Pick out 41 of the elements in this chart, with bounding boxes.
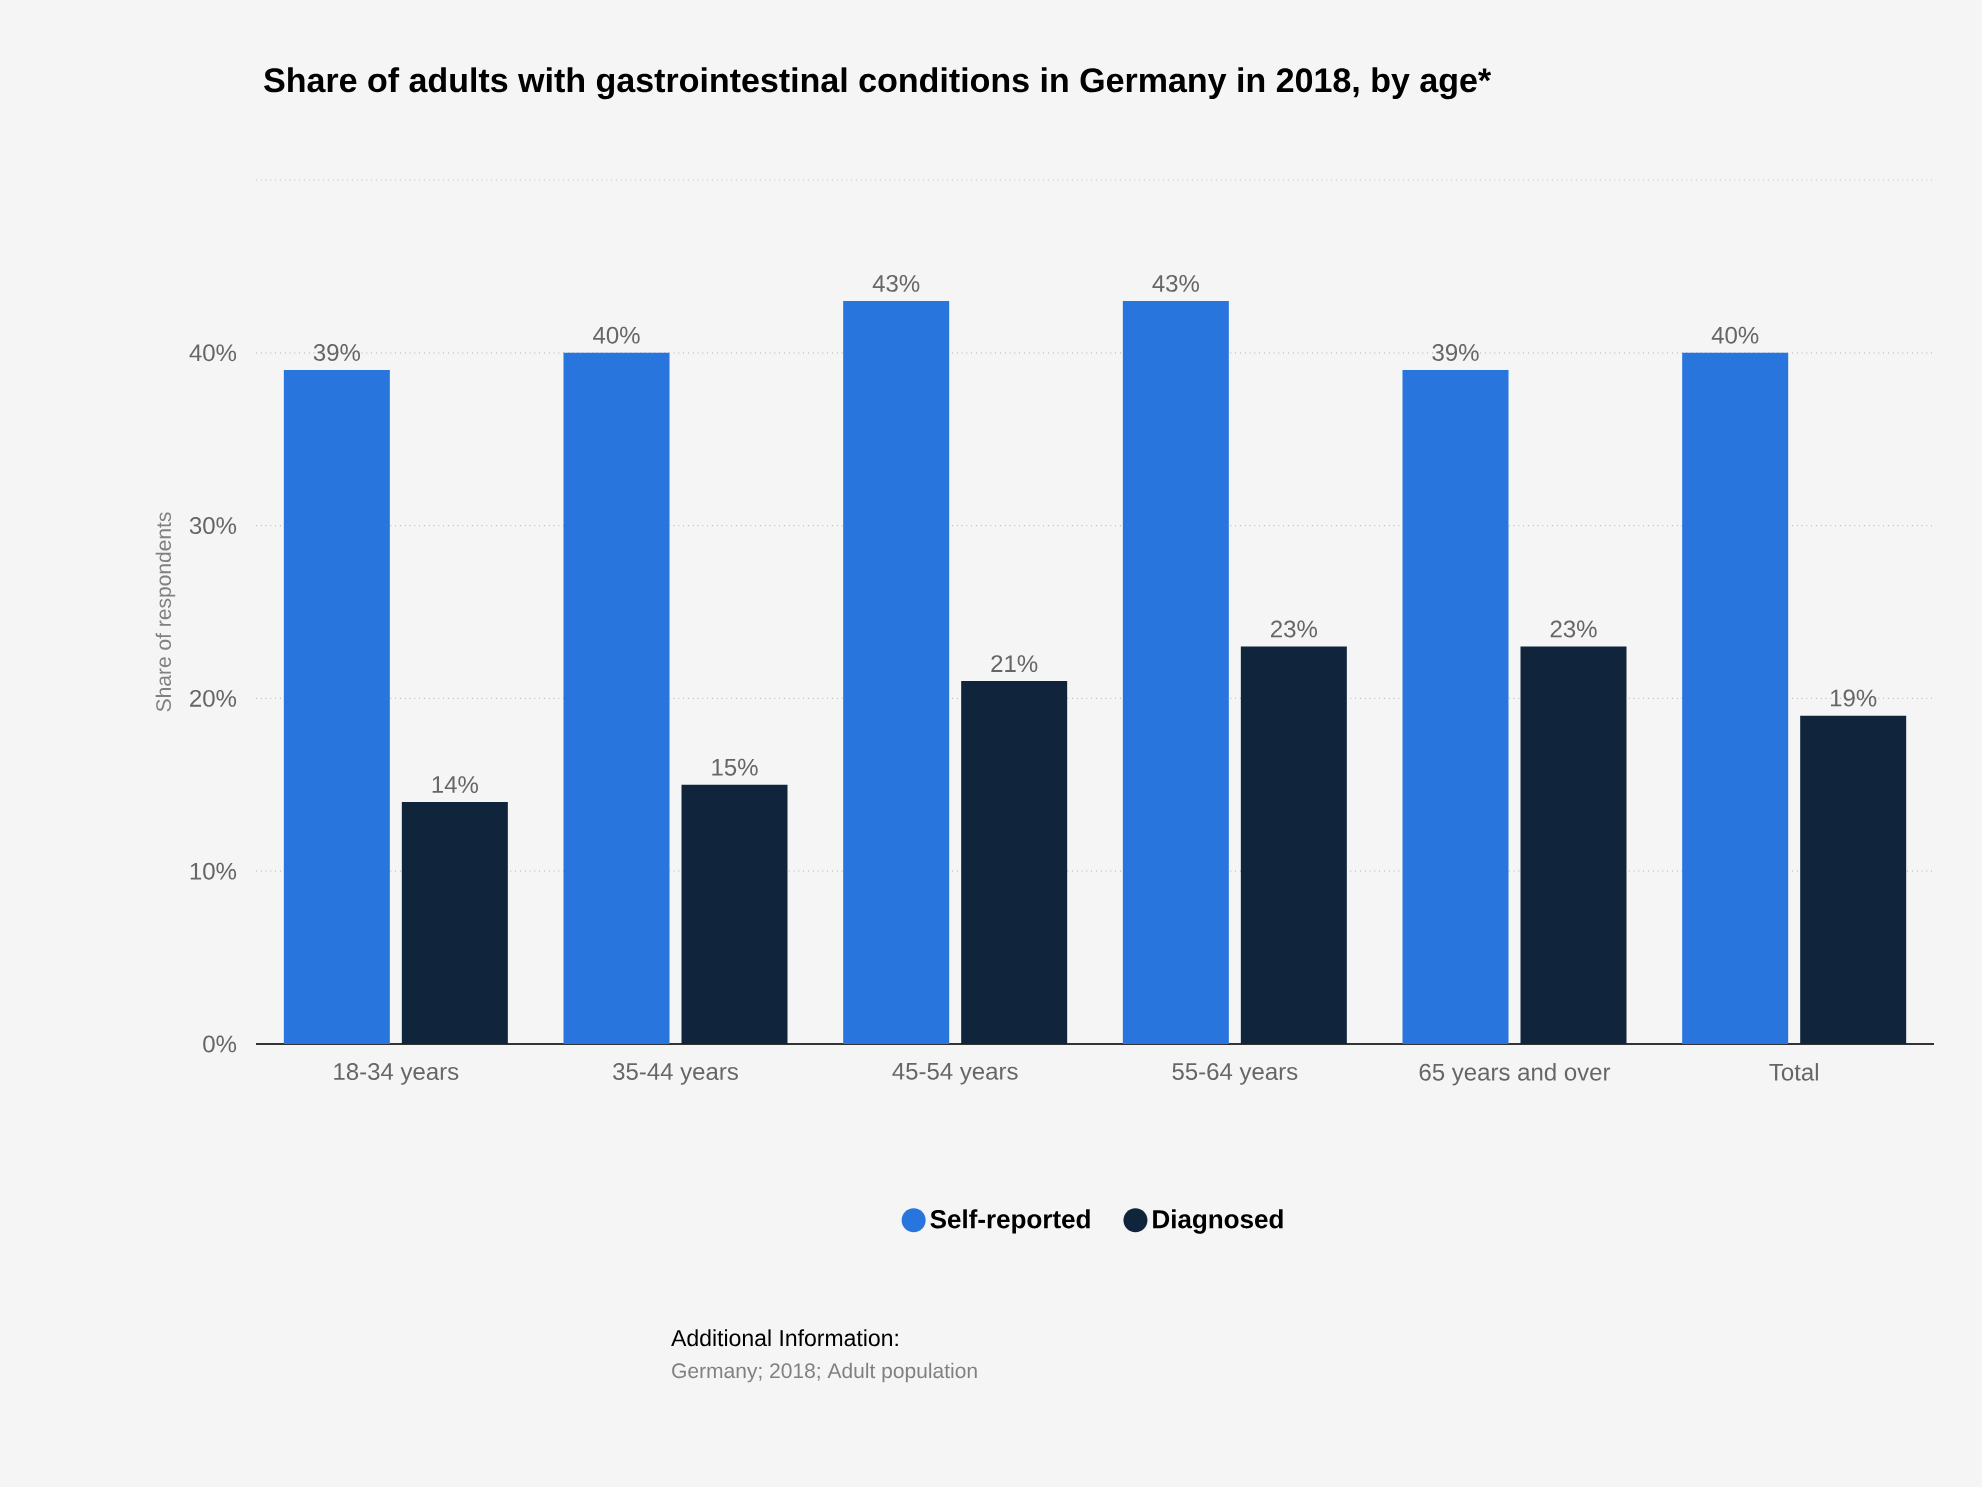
bar xyxy=(1520,646,1627,1044)
x-tick-label: 35-44 years xyxy=(613,1063,738,1085)
chart-title: Share of adults with gastrointestinal conditions in Germany in 2018, by age* xyxy=(264,67,1492,100)
data-label: 40% xyxy=(593,326,640,344)
bar xyxy=(843,300,950,1044)
bar xyxy=(1682,352,1789,1044)
text: Germany; 2018; Adult population xyxy=(672,1362,977,1383)
bar xyxy=(681,784,788,1044)
bar xyxy=(1800,715,1907,1044)
legend-label: Self-reported xyxy=(930,1209,1090,1234)
data-label: 40% xyxy=(1711,326,1759,344)
x-tick-label: Total xyxy=(1769,1063,1818,1081)
bar xyxy=(1402,370,1509,1044)
data-label: 15% xyxy=(712,758,758,776)
data-label: 23% xyxy=(1550,620,1597,638)
y-tick-label: 30% xyxy=(189,517,237,535)
x-tick-label: 18-34 years xyxy=(334,1063,459,1085)
data-label: 21% xyxy=(991,655,1038,673)
y-tick-label: 20% xyxy=(190,689,237,707)
y-tick-label: 0% xyxy=(203,1035,237,1053)
bar xyxy=(283,370,390,1044)
bar xyxy=(961,681,1068,1044)
data-label: 19% xyxy=(1830,689,1877,707)
data-label: 14% xyxy=(432,776,478,793)
y-tick-label: 10% xyxy=(190,862,237,880)
bar xyxy=(1122,300,1229,1044)
data-label: 43% xyxy=(1152,274,1199,292)
bar xyxy=(1240,646,1347,1044)
x-tick-label: 45-54 years xyxy=(892,1063,1018,1085)
data-label: 39% xyxy=(313,344,360,361)
x-tick-label: 65 years and over xyxy=(1419,1063,1611,1086)
data-label: 23% xyxy=(1271,620,1317,638)
data-label: 43% xyxy=(872,274,920,292)
data-label: 39% xyxy=(1432,344,1479,361)
text: Additional Information: xyxy=(671,1329,898,1347)
y-tick-label: 40% xyxy=(189,344,237,362)
legend-label: Diagnosed xyxy=(1153,1209,1283,1234)
x-tick-label: 55-64 years xyxy=(1172,1063,1298,1085)
bar xyxy=(401,802,508,1044)
y-axis-title: Share of respondents xyxy=(155,512,176,712)
bar xyxy=(563,352,670,1044)
